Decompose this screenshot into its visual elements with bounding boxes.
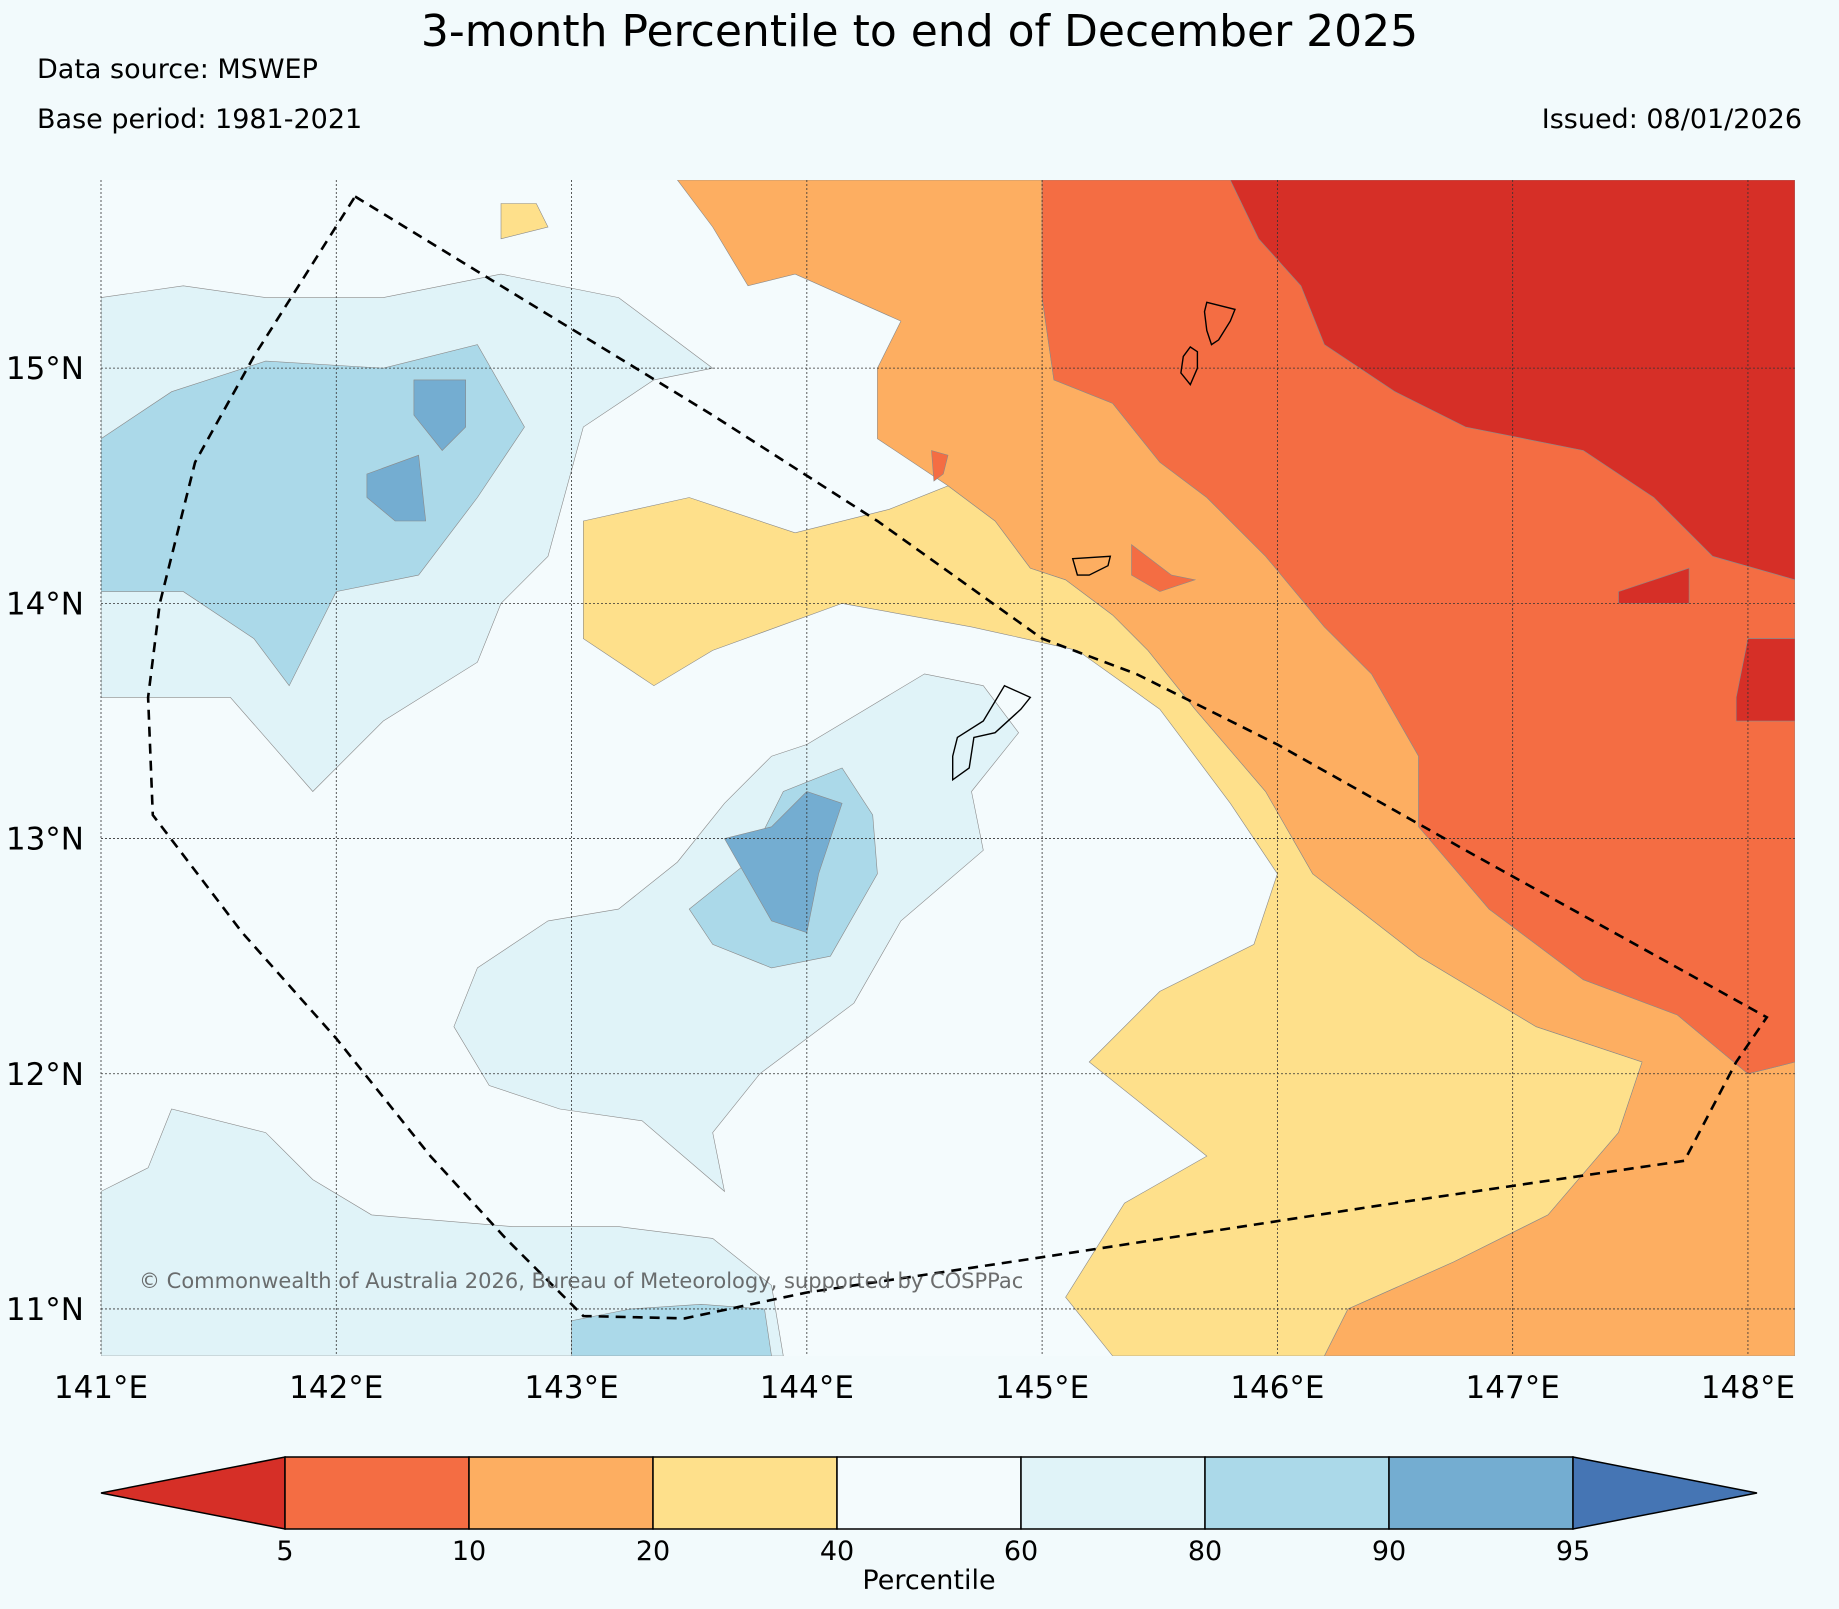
lat-tick-label: 14°N <box>6 586 84 622</box>
lat-tick-label: 13°N <box>6 822 84 858</box>
lon-tick-label: 142°E <box>289 1370 383 1406</box>
colorbar-box <box>652 1456 838 1530</box>
colorbar-legend: 5 10 20 40 60 80 90 95 <box>100 1456 1758 1567</box>
issued-date-label: Issued: 08/01/2026 <box>1541 104 1802 135</box>
colorbar-box <box>468 1456 654 1530</box>
page-title: 3-month Percentile to end of December 20… <box>420 6 1419 57</box>
region-below-near-guam-patch <box>1131 543 1197 592</box>
island-outline <box>952 684 1032 782</box>
islands <box>952 301 1236 782</box>
colorbar-box <box>1020 1456 1206 1530</box>
region-very-much-below-northeast <box>1229 180 1795 581</box>
axis-ticks: 141°E 142°E 143°E 144°E 145°E 146°E 147°E 148°E… <box>6 351 1795 1406</box>
region-above-southwest <box>101 1108 784 1356</box>
colorbar-box <box>284 1456 470 1530</box>
colorbar-box <box>836 1456 1022 1530</box>
colorbar-tick-label: 20 <box>636 1536 670 1567</box>
colorbar-title: Percentile <box>862 1565 995 1596</box>
lat-tick-label: 15°N <box>6 351 84 387</box>
lon-tick-label: 146°E <box>1230 1370 1324 1406</box>
eez-boundary-line <box>146 195 1769 1320</box>
percentile-regions <box>101 180 1795 1356</box>
lon-tick-label: 148°E <box>1701 1370 1795 1406</box>
region-very-much-above-nw <box>413 379 467 451</box>
region-below-tiny-west <box>931 450 949 482</box>
colorbar-extend-high <box>1572 1456 1758 1530</box>
region-very-much-below-east-patch <box>1735 638 1795 722</box>
island-outline <box>1071 555 1112 576</box>
lon-tick-label: 147°E <box>1466 1370 1560 1406</box>
region-average-nw-patch <box>500 203 549 240</box>
copyright-notice: © Commonwealth of Australia 2026, Bureau… <box>139 1269 1023 1293</box>
graticule <box>100 180 1795 1356</box>
colorbar-tick-label: 60 <box>1004 1536 1038 1567</box>
data-source-label: Data source: MSWEP <box>37 54 318 85</box>
island-outline <box>1180 346 1199 386</box>
lon-tick-label: 145°E <box>995 1370 1089 1406</box>
colorbar-tick-label: 10 <box>452 1536 486 1567</box>
lat-tick-label: 12°N <box>6 1057 84 1093</box>
eez-boundary <box>146 195 1769 1320</box>
colorbar-box <box>1388 1456 1574 1530</box>
colorbar-box <box>1204 1456 1390 1530</box>
region-very-much-above-nw2 <box>366 454 427 522</box>
lon-tick-label: 143°E <box>524 1370 618 1406</box>
colorbar-tick-label: 40 <box>820 1536 854 1567</box>
colorbar-tick-label: 5 <box>276 1536 293 1567</box>
colorbar-tick-label: 80 <box>1188 1536 1222 1567</box>
base-period-label: Base period: 1981-2021 <box>37 104 363 135</box>
colorbar-tick-label: 95 <box>1556 1536 1590 1567</box>
lat-tick-label: 11°N <box>6 1292 84 1328</box>
colorbar-tick-label: 90 <box>1372 1536 1406 1567</box>
colorbar-extend-low <box>100 1456 286 1530</box>
island-outline <box>1203 301 1236 346</box>
lon-tick-label: 141°E <box>54 1370 148 1406</box>
lon-tick-label: 144°E <box>760 1370 854 1406</box>
region-much-above-northwest <box>101 344 525 687</box>
